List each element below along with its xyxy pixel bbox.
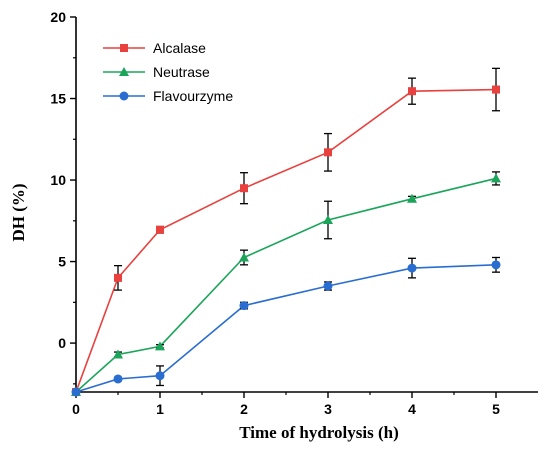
data-point — [407, 263, 417, 273]
series-alcalase — [72, 67, 500, 396]
data-point — [113, 374, 123, 384]
series-line — [75, 177, 497, 393]
legend: Alcalase Neutrase Flavourzyme — [103, 40, 233, 104]
data-point — [240, 184, 248, 193]
y-axis-title: DH (%) — [9, 183, 28, 241]
data-point — [155, 341, 165, 351]
x-tick-label: 1 — [156, 401, 164, 417]
data-point — [323, 281, 333, 291]
data-point — [155, 371, 165, 381]
series-line — [75, 264, 497, 393]
y-tick-label: 5 — [58, 254, 66, 270]
y-tick-label: 0 — [58, 335, 66, 351]
axes — [75, 17, 538, 393]
legend-marker — [120, 44, 128, 52]
y-tick-label: 15 — [50, 91, 66, 107]
legend-label: Flavourzyme — [153, 88, 233, 104]
data-point — [491, 173, 501, 183]
data-point — [407, 193, 417, 203]
data-point — [239, 252, 249, 262]
x-tick-label: 5 — [492, 401, 500, 417]
data-point — [71, 387, 81, 397]
data-point — [239, 301, 249, 311]
data-point — [323, 214, 333, 224]
legend-label: Neutrase — [153, 64, 210, 80]
series-layer — [71, 67, 501, 397]
x-tick-label: 4 — [408, 401, 416, 417]
y-tick-label: 20 — [50, 9, 66, 25]
legend-marker — [119, 67, 129, 76]
x-tick-label: 2 — [240, 401, 248, 417]
legend-item-alcalase: Alcalase — [103, 40, 206, 56]
series-line — [75, 88, 497, 393]
x-tick-label: 0 — [72, 401, 80, 417]
legend-marker — [119, 91, 129, 101]
ticks: 0 1 2 3 4 5 0 5 10 15 20 — [50, 9, 500, 417]
data-point — [408, 87, 416, 96]
legend-label: Alcalase — [153, 40, 206, 56]
data-point — [113, 349, 123, 359]
legend-item-flavourzyme: Flavourzyme — [103, 88, 233, 104]
y-tick-label: 10 — [50, 172, 66, 188]
data-point — [492, 85, 500, 94]
data-point — [491, 260, 501, 270]
x-tick-label: 3 — [324, 401, 332, 417]
data-point — [324, 148, 332, 157]
data-point — [114, 273, 122, 282]
x-axis-title: Time of hydrolysis (h) — [239, 423, 398, 442]
data-point — [156, 225, 164, 234]
legend-item-neutrase: Neutrase — [103, 64, 210, 80]
series-flavourzyme — [71, 256, 501, 397]
series-neutrase — [71, 171, 501, 396]
